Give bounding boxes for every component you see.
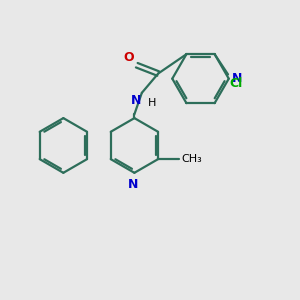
Text: O: O: [123, 51, 134, 64]
Text: Cl: Cl: [229, 77, 242, 90]
Text: N: N: [128, 178, 138, 191]
Text: N: N: [232, 72, 243, 85]
Text: H: H: [148, 98, 157, 108]
Text: N: N: [131, 94, 141, 107]
Text: CH₃: CH₃: [181, 154, 202, 164]
